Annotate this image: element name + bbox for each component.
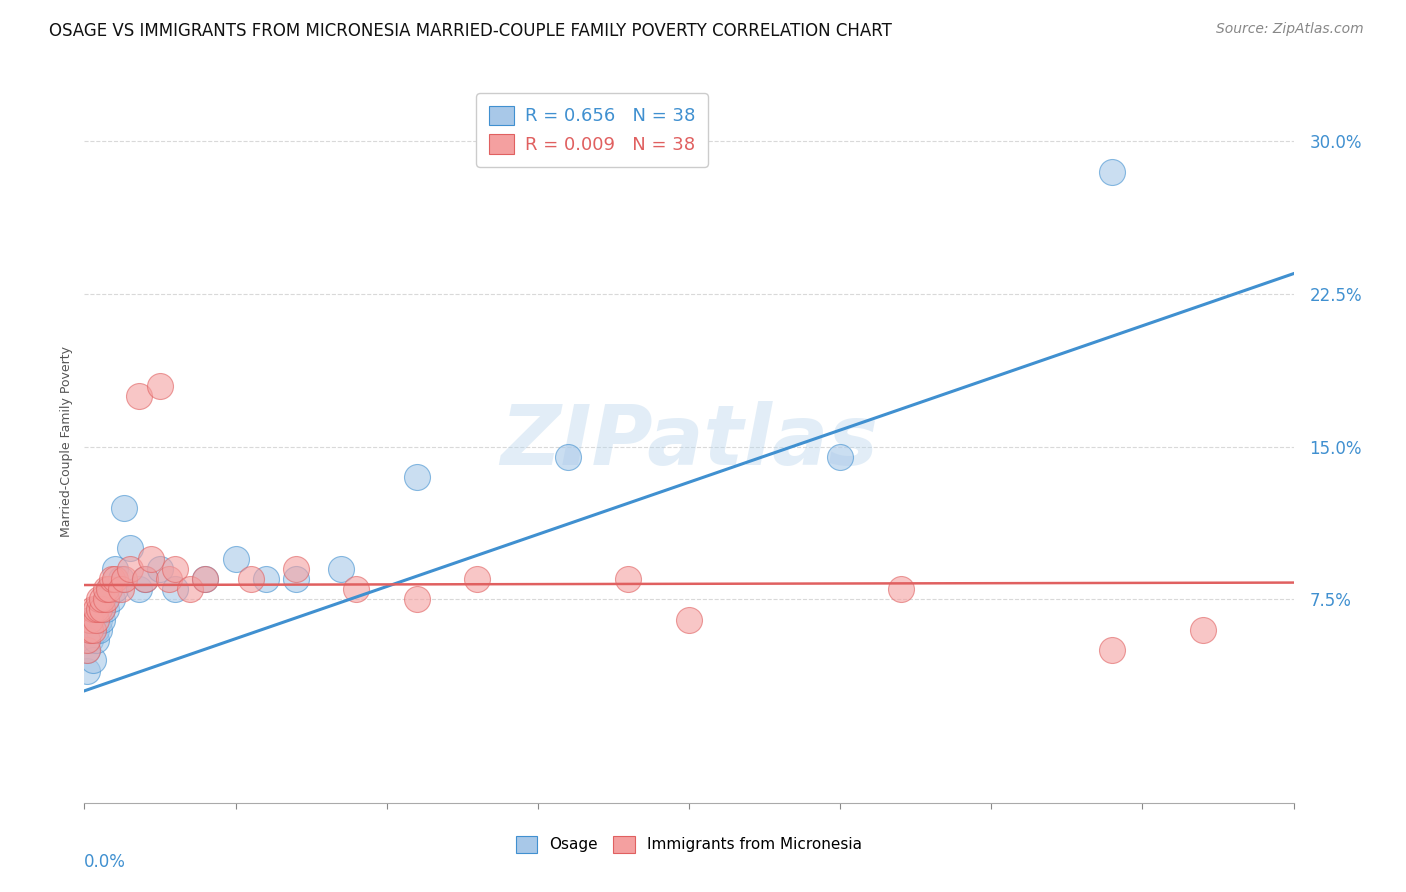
Point bbox=[104, 572, 127, 586]
Point bbox=[118, 541, 141, 556]
Point bbox=[194, 572, 217, 586]
Point bbox=[110, 582, 132, 596]
Point bbox=[97, 582, 120, 596]
Point bbox=[165, 582, 187, 596]
Point bbox=[89, 592, 111, 607]
Point bbox=[330, 562, 353, 576]
Point bbox=[285, 572, 308, 586]
Point bbox=[94, 602, 117, 616]
Point bbox=[104, 582, 127, 596]
Point bbox=[557, 450, 579, 464]
Point bbox=[110, 572, 132, 586]
Point bbox=[104, 562, 127, 576]
Point bbox=[91, 602, 114, 616]
Point bbox=[86, 602, 108, 616]
Text: ZIPatlas: ZIPatlas bbox=[501, 401, 877, 482]
Point bbox=[830, 450, 852, 464]
Point bbox=[678, 613, 700, 627]
Point bbox=[118, 562, 141, 576]
Point bbox=[89, 602, 111, 616]
Point bbox=[134, 572, 156, 586]
Point bbox=[467, 572, 489, 586]
Text: OSAGE VS IMMIGRANTS FROM MICRONESIA MARRIED-COUPLE FAMILY POVERTY CORRELATION CH: OSAGE VS IMMIGRANTS FROM MICRONESIA MARR… bbox=[49, 22, 891, 40]
Point bbox=[94, 582, 117, 596]
Point bbox=[94, 592, 117, 607]
Text: 0.0%: 0.0% bbox=[84, 854, 127, 871]
Point bbox=[194, 572, 217, 586]
Point bbox=[76, 643, 98, 657]
Point bbox=[94, 592, 117, 607]
Point bbox=[285, 562, 308, 576]
Point bbox=[86, 623, 108, 637]
Point bbox=[406, 592, 429, 607]
Point bbox=[89, 613, 111, 627]
Point bbox=[157, 572, 180, 586]
Point bbox=[86, 613, 108, 627]
Point bbox=[86, 613, 108, 627]
Y-axis label: Married-Couple Family Poverty: Married-Couple Family Poverty bbox=[60, 346, 73, 537]
Point bbox=[346, 582, 368, 596]
Point bbox=[112, 500, 135, 515]
Point bbox=[79, 613, 101, 627]
Point bbox=[1192, 623, 1215, 637]
Text: Source: ZipAtlas.com: Source: ZipAtlas.com bbox=[1216, 22, 1364, 37]
Legend: Osage, Immigrants from Micronesia: Osage, Immigrants from Micronesia bbox=[508, 829, 870, 860]
Point bbox=[179, 582, 201, 596]
Point bbox=[406, 470, 429, 484]
Point bbox=[82, 623, 104, 637]
Point bbox=[225, 551, 247, 566]
Point bbox=[112, 572, 135, 586]
Point bbox=[79, 623, 101, 637]
Point bbox=[97, 582, 120, 596]
Point bbox=[100, 572, 122, 586]
Point bbox=[128, 389, 150, 403]
Point bbox=[100, 592, 122, 607]
Point bbox=[134, 572, 156, 586]
Point bbox=[149, 562, 172, 576]
Point bbox=[89, 602, 111, 616]
Point bbox=[82, 613, 104, 627]
Point bbox=[82, 623, 104, 637]
Point bbox=[76, 632, 98, 647]
Point bbox=[79, 613, 101, 627]
Point bbox=[890, 582, 912, 596]
Point bbox=[128, 582, 150, 596]
Point bbox=[1101, 643, 1123, 657]
Point bbox=[254, 572, 277, 586]
Point bbox=[86, 632, 108, 647]
Point bbox=[89, 623, 111, 637]
Point bbox=[239, 572, 262, 586]
Point bbox=[149, 378, 172, 392]
Point bbox=[91, 613, 114, 627]
Point bbox=[76, 643, 98, 657]
Point bbox=[1101, 165, 1123, 179]
Point bbox=[82, 653, 104, 667]
Point bbox=[79, 623, 101, 637]
Point bbox=[82, 602, 104, 616]
Point bbox=[617, 572, 640, 586]
Point bbox=[76, 664, 98, 678]
Point bbox=[91, 602, 114, 616]
Point bbox=[79, 632, 101, 647]
Point bbox=[165, 562, 187, 576]
Point bbox=[91, 592, 114, 607]
Point bbox=[139, 551, 162, 566]
